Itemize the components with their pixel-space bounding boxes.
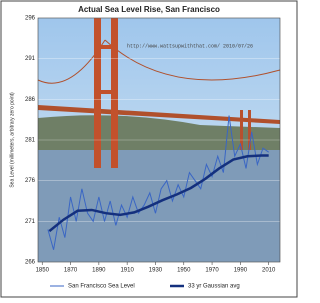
legend-label: 33 yr Gaussian avg: [188, 284, 240, 290]
x-tick-label: 1910: [120, 268, 134, 274]
y-tick-label: 266: [25, 260, 36, 266]
x-tick-label: 2010: [262, 268, 276, 274]
x-tick-label: 1990: [234, 268, 248, 274]
y-tick-label: 291: [25, 56, 36, 62]
x-tick-label: 1890: [92, 268, 106, 274]
y-tick-label: 296: [25, 16, 36, 22]
chart: Actual Sea Level Rise, San Francisco htt…: [0, 0, 298, 298]
y-axis-label: Sea Level (millimeters, arbitrary zero p…: [9, 92, 15, 188]
x-tick-label: 1870: [64, 268, 78, 274]
x-tick-label: 1950: [177, 268, 191, 274]
y-tick-label: 286: [25, 97, 36, 103]
x-tick-label: 1970: [205, 268, 219, 274]
y-tick-label: 276: [25, 178, 36, 184]
chart-title: Actual Sea Level Rise, San Francisco: [78, 5, 220, 14]
legend-label: San Francisco Sea Level: [68, 284, 135, 290]
x-tick-label: 1850: [36, 268, 50, 274]
annotation: http://www.wattsupwiththat.com/ 2010/07/…: [127, 43, 253, 49]
y-tick-label: 271: [25, 219, 36, 225]
y-tick-label: 281: [25, 138, 36, 144]
x-tick-label: 1930: [149, 268, 163, 274]
